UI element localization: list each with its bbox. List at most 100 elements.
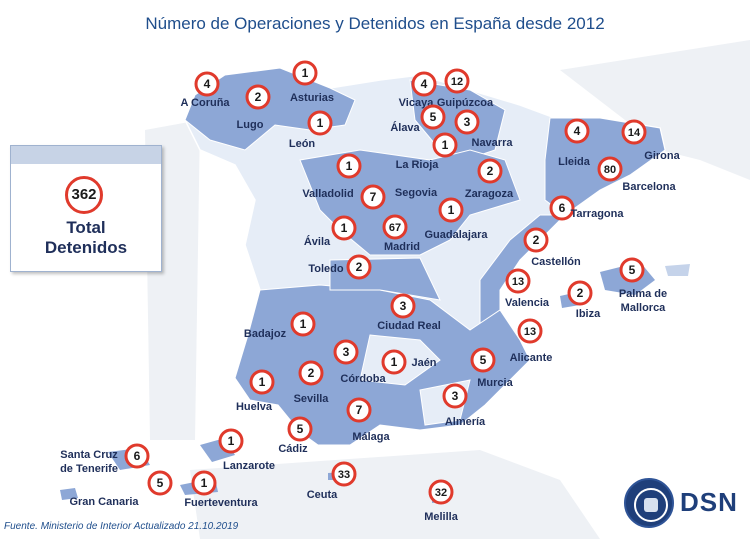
count-badge-circle <box>382 214 408 240</box>
region-segovia: 7 Segovia <box>360 184 438 210</box>
region-label: Girona <box>644 150 680 162</box>
count-badge-value: 1 <box>448 203 455 217</box>
region-gran-canaria: 5 Gran Canaria <box>69 470 173 508</box>
region-huelva: 1 Huelva <box>236 369 275 413</box>
region-valladolid: 1 Valladolid <box>302 153 362 200</box>
count-badge-circle <box>477 158 503 184</box>
count-badge-circle <box>619 257 645 283</box>
region-label: Ceuta <box>307 489 338 501</box>
count-badge-circle <box>346 397 372 423</box>
source-note: Fuente. Ministerio de Interior Actualiza… <box>4 521 239 532</box>
region-label: Lanzarote <box>223 460 275 472</box>
region-lleida: 4 Lleida <box>558 118 591 168</box>
count-badge-circle <box>523 227 549 253</box>
count-badge-value: 2 <box>255 90 262 104</box>
count-badge-circle <box>444 68 470 94</box>
region-alicante: 13 Alicante <box>510 318 552 364</box>
count-badge-value: 2 <box>533 233 540 247</box>
count-badge-value: 5 <box>629 263 636 277</box>
count-badge-value: 7 <box>370 190 377 204</box>
count-badge-circle <box>381 349 407 375</box>
count-badge-circle <box>411 71 437 97</box>
count-badge-circle <box>390 293 416 319</box>
count-badge-value: 13 <box>524 326 536 338</box>
count-badge-circle <box>454 109 480 135</box>
region-label: Madrid <box>384 241 420 253</box>
count-badge-value: 5 <box>157 476 164 490</box>
region-santa-cruz-de-tenerife: 6 Santa Cruz de Tenerife <box>60 443 150 475</box>
count-badge-value: 12 <box>451 76 463 88</box>
count-badge-value: 1 <box>442 138 449 152</box>
count-badge-value: 2 <box>308 366 315 380</box>
region-fuerteventura: 1 Fuerteventura <box>184 470 259 509</box>
seal-ring <box>634 488 668 522</box>
count-badge-circle <box>287 416 313 442</box>
count-badge-circle <box>432 132 458 158</box>
count-badge-value: 4 <box>574 124 581 138</box>
count-badge-value: 1 <box>346 159 353 173</box>
count-badge-value: 3 <box>343 345 350 359</box>
region-vicaya: 4 Vicaya <box>399 71 437 109</box>
region-badajoz: 1 Badajoz <box>244 311 316 340</box>
count-badge-value: 13 <box>512 276 524 288</box>
region-avila: 1 Ávila <box>304 215 357 248</box>
count-badge-value: 4 <box>421 77 428 91</box>
region-cordoba: 3 Córdoba <box>333 339 386 385</box>
count-badge-circle <box>307 110 333 136</box>
region-label: Barcelona <box>622 181 676 193</box>
dsn-seal-icon <box>624 478 674 528</box>
count-badge-circle <box>336 153 362 179</box>
count-badge-value: 3 <box>400 299 407 313</box>
region-alava: 5 Álava <box>390 104 446 134</box>
map-title: Número de Operaciones y Detenidos en Esp… <box>145 14 605 33</box>
region-lanzarote: 1 Lanzarote <box>218 428 275 472</box>
seal-shield <box>644 498 658 512</box>
count-badge-value: 80 <box>604 164 616 176</box>
count-badge-value: 14 <box>628 127 641 139</box>
count-badge-value: 1 <box>391 355 398 369</box>
region-label: Vicaya <box>399 97 435 109</box>
region-label: Cádiz <box>278 443 308 455</box>
count-badge-circle <box>194 71 220 97</box>
count-badge-value: 6 <box>559 201 566 215</box>
region-label: Murcia <box>477 377 513 389</box>
region-guadalajara: 1 Guadalajara <box>425 197 489 241</box>
count-badge-circle <box>191 470 217 496</box>
count-badge-value: 1 <box>201 476 208 490</box>
region-label: Guadalajara <box>425 229 489 241</box>
region-label: Huelva <box>236 401 273 413</box>
total-label: Total Detenidos <box>11 218 161 258</box>
count-badge-circle <box>333 339 359 365</box>
count-badge-circle <box>517 318 543 344</box>
count-badge-value: 5 <box>430 110 437 124</box>
count-badge-value: 3 <box>452 389 459 403</box>
region-malaga: 7 Málaga <box>346 397 391 443</box>
region-label: Zaragoza <box>465 188 514 200</box>
region-madrid: 67 Madrid <box>382 214 420 253</box>
region-label: Valladolid <box>302 188 353 200</box>
region-label: Segovia <box>395 187 438 199</box>
region-cadiz: 5 Cádiz <box>278 416 313 455</box>
count-badge-circle <box>218 428 244 454</box>
count-badge-circle <box>442 383 468 409</box>
count-badge-circle <box>438 197 464 223</box>
region-a-coruna: 4 A Coruña <box>180 71 230 109</box>
count-badge-circle <box>331 461 357 487</box>
count-badge-circle <box>147 470 173 496</box>
region-label: Sevilla <box>294 393 330 405</box>
count-badge-value: 2 <box>487 164 494 178</box>
total-card: 362 Total Detenidos <box>10 145 162 272</box>
region-label: Navarra <box>472 137 514 149</box>
region-toledo: 2 Toledo <box>308 254 372 280</box>
count-badge-value: 2 <box>577 286 584 300</box>
count-badge-value: 1 <box>341 221 348 235</box>
count-badge-circle <box>505 268 531 294</box>
count-badge-value: 1 <box>317 116 324 130</box>
total-label-line2: Detenidos <box>44 238 128 257</box>
region-label: Fuerteventura <box>184 497 258 509</box>
count-badge-value: 5 <box>480 353 487 367</box>
